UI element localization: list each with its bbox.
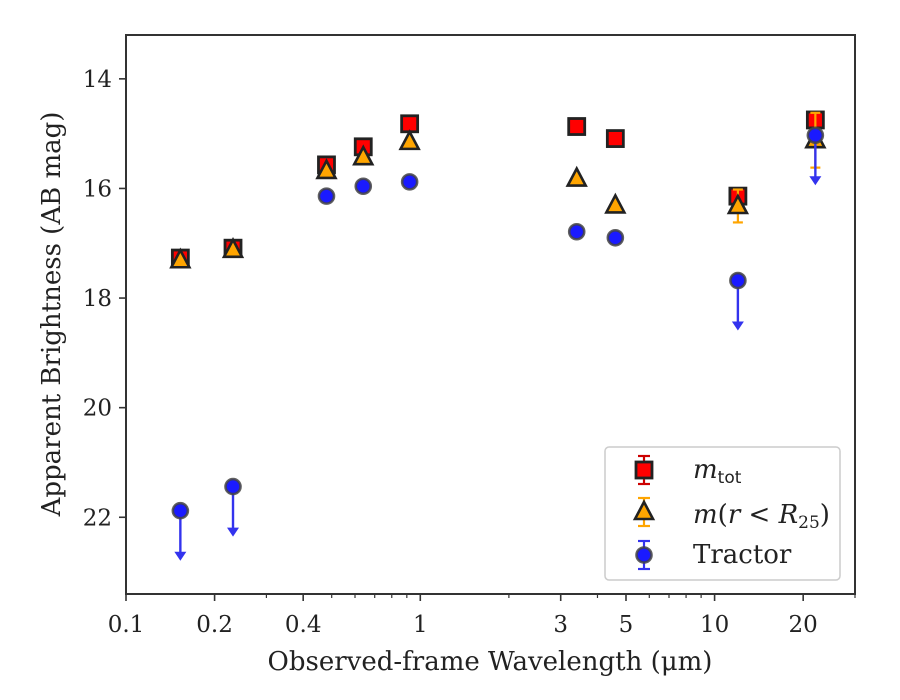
x-tick-label: 0.4	[285, 612, 322, 638]
data-point-circle	[354, 177, 373, 196]
legend-label-mr25: m(r < R25)	[693, 500, 830, 533]
upper-limit-arrowhead	[809, 176, 822, 186]
x-tick-label: 1	[413, 612, 428, 638]
legend-label-tractor: Tractor	[693, 540, 792, 570]
legend-marker-square	[634, 460, 654, 480]
upper-limit-arrowhead	[227, 527, 240, 537]
data-point-circle	[806, 126, 825, 145]
series-circle	[171, 126, 825, 561]
data-point-circle	[171, 501, 190, 520]
upper-limit-arrowhead	[174, 551, 187, 561]
legend-marker-circle	[635, 546, 653, 564]
data-marks	[169, 110, 827, 561]
data-point-square	[605, 129, 625, 148]
x-tick-label: 5	[619, 612, 634, 638]
x-axis-title: Observed-frame Wavelength (μm)	[268, 647, 713, 677]
legend-label-mtot: mtot	[693, 455, 742, 488]
y-tick-label: 18	[83, 286, 112, 312]
legend-marker-triangle	[632, 499, 656, 521]
data-point-triangle	[726, 193, 750, 215]
x-tick-label: 10	[700, 612, 729, 638]
legend: mtot m(r < R25) Tractor	[604, 446, 841, 581]
axis-ticks: 0.1 0.2 0.4 1 3 5 10 20 14 16 18 20 22	[83, 67, 856, 638]
data-point-triangle	[169, 247, 192, 269]
series-triangle	[169, 111, 827, 269]
data-point-triangle	[221, 237, 245, 259]
data-point-circle	[400, 173, 419, 191]
y-axis-title: Apparent Brightness (AB mag)	[37, 112, 67, 518]
data-point-circle	[606, 228, 625, 247]
x-tick-label: 0.1	[108, 612, 145, 638]
data-point-triangle	[352, 144, 375, 166]
data-point-circle	[224, 477, 242, 496]
upper-limit-arrowhead	[731, 321, 744, 331]
plot-frame	[125, 34, 856, 595]
y-tick-label: 22	[83, 505, 112, 531]
data-point-triangle	[604, 192, 627, 214]
data-point-circle	[567, 222, 586, 241]
data-point-triangle	[398, 129, 421, 151]
data-point-triangle	[315, 158, 338, 180]
y-tick-label: 20	[83, 396, 112, 422]
data-point-circle	[317, 187, 336, 205]
data-point-circle	[729, 271, 747, 290]
legend-box	[604, 446, 841, 581]
y-tick-label: 14	[83, 67, 112, 93]
x-tick-label: 20	[789, 612, 818, 638]
data-point-square	[567, 117, 587, 136]
data-point-triangle	[565, 165, 588, 187]
x-tick-label: 3	[553, 612, 568, 638]
y-tick-label: 16	[83, 176, 112, 202]
legend-markers	[632, 454, 656, 571]
x-tick-label: 0.2	[196, 612, 233, 638]
